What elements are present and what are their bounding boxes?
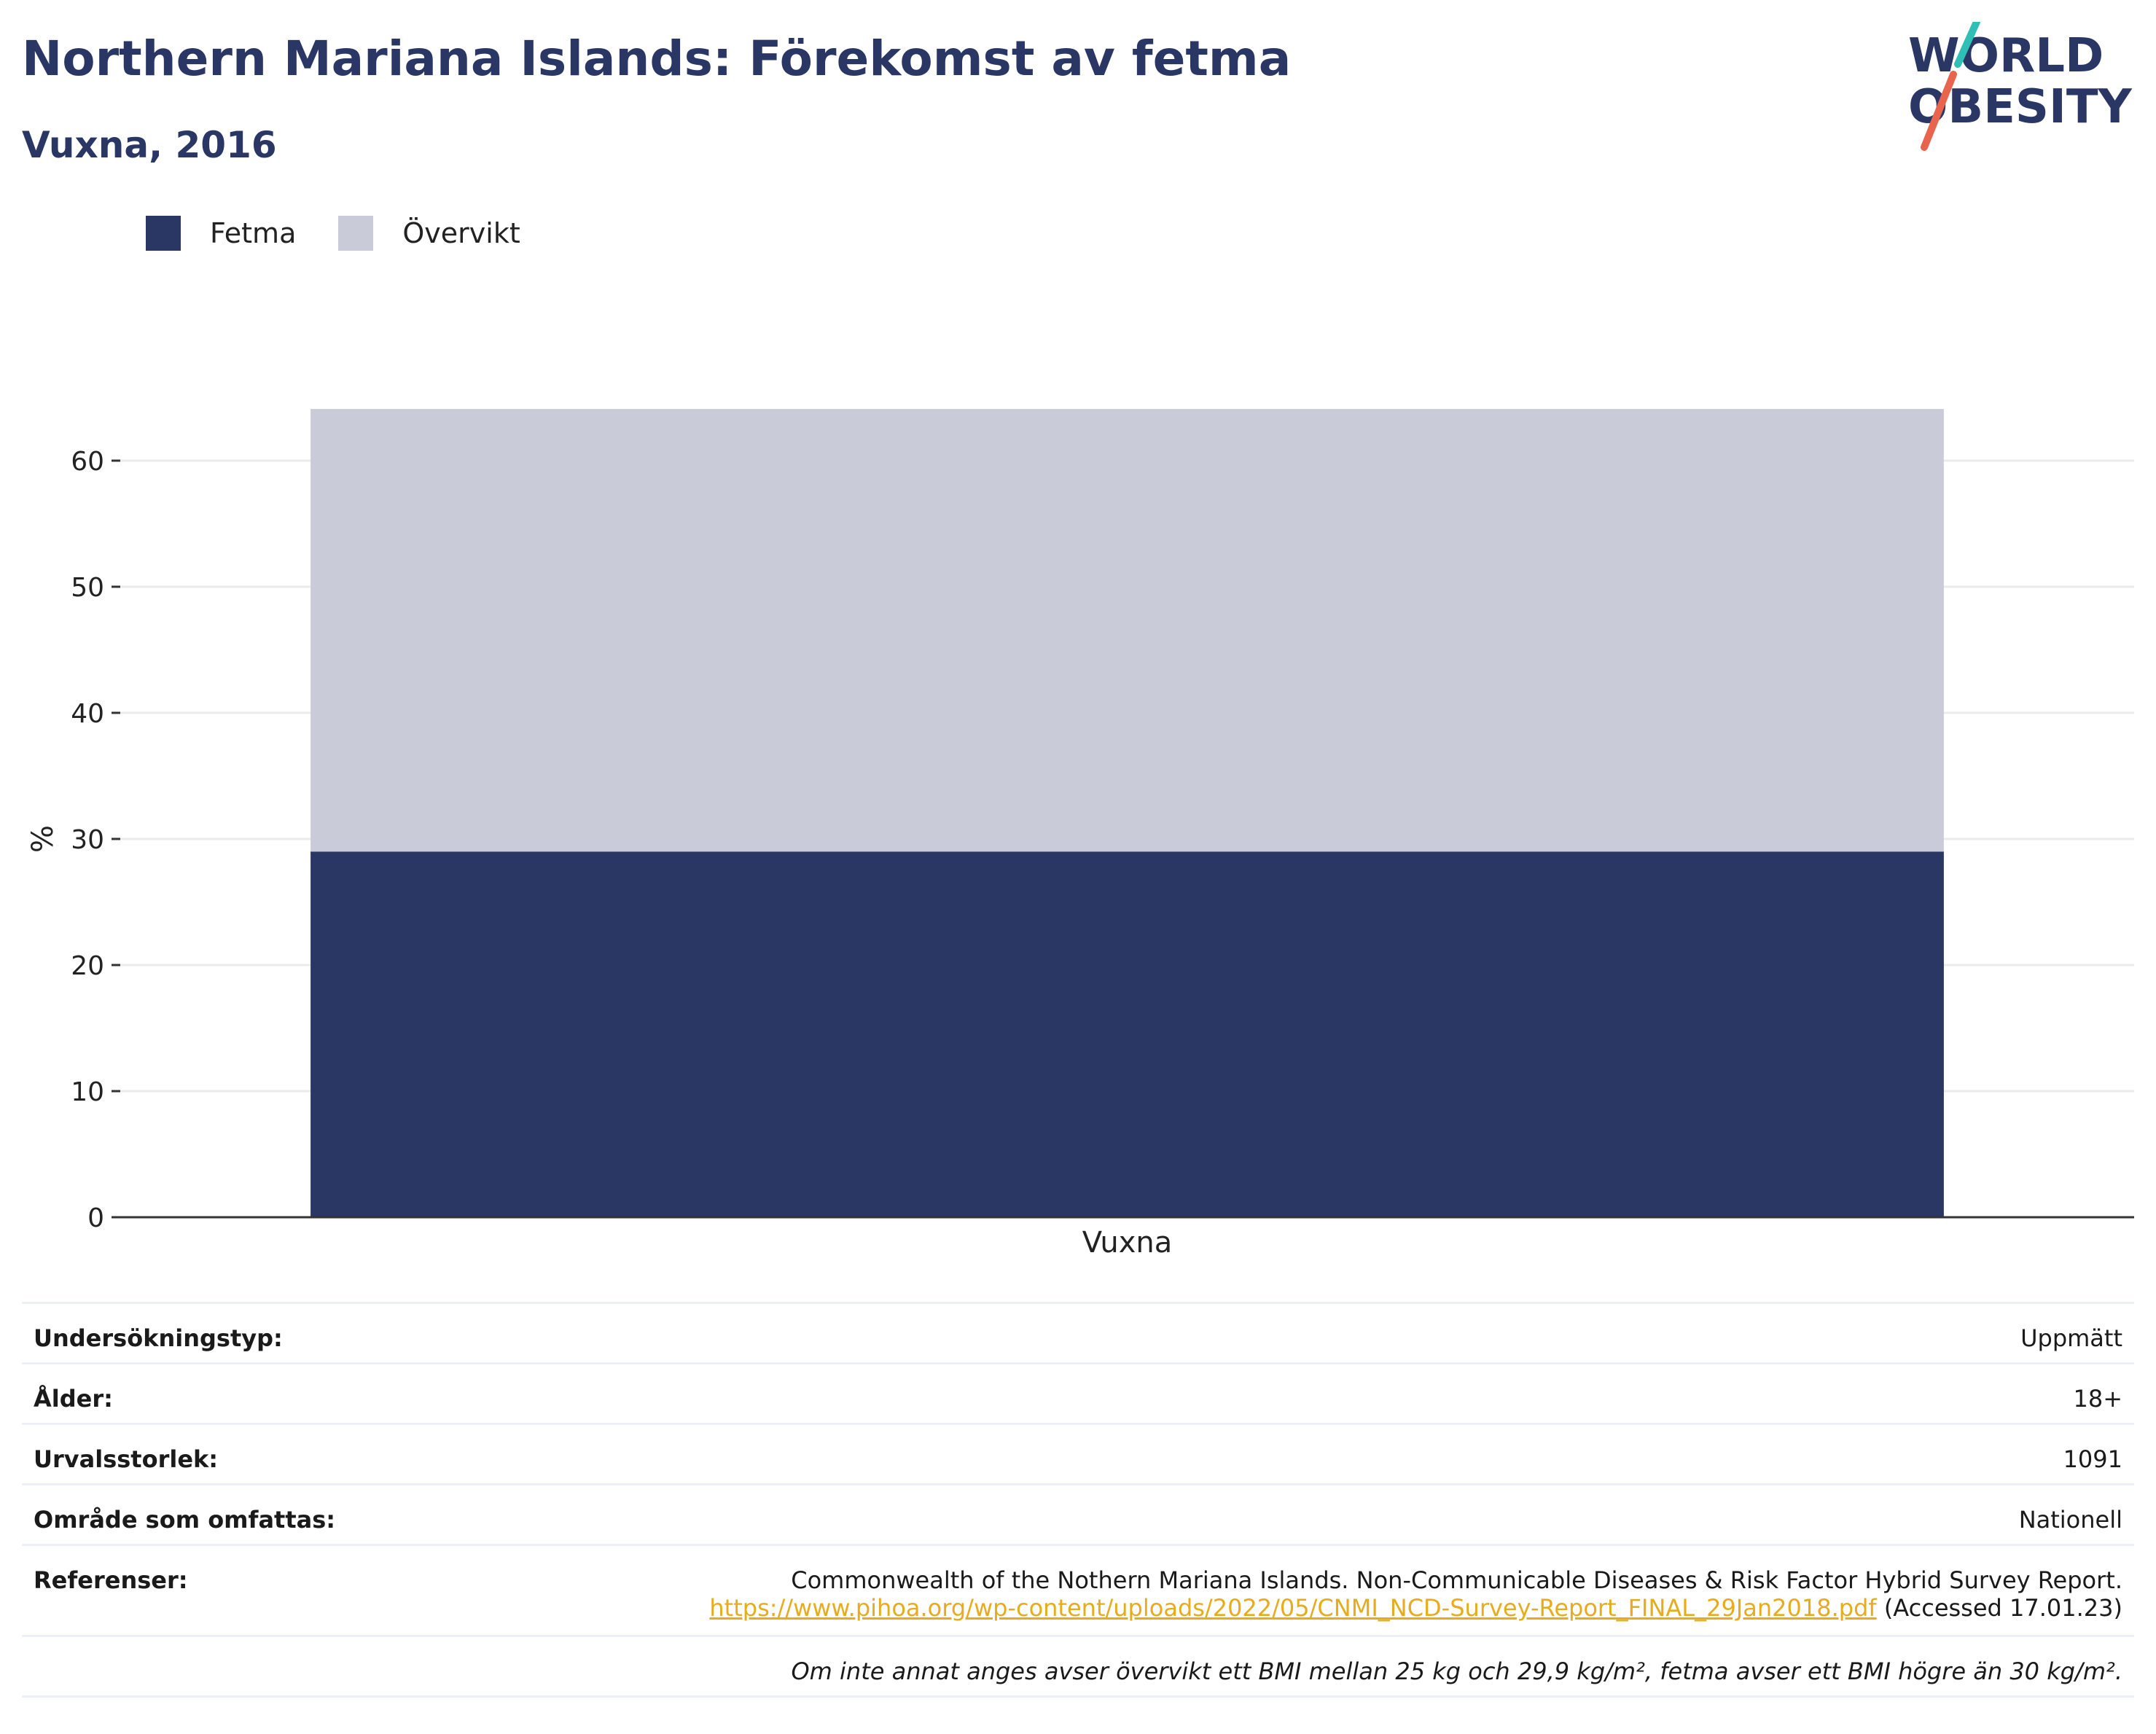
y-axis-title: % — [26, 825, 60, 853]
info-row-references: Referenser: Commonwealth of the Nothern … — [22, 1544, 2134, 1635]
page-title: Northern Mariana Islands: Förekomst av f… — [22, 31, 1292, 87]
bar-fetma — [310, 851, 1944, 1217]
legend-label-overvikt: Övervikt — [402, 217, 520, 249]
legend-item-fetma[interactable]: Fetma — [146, 216, 296, 251]
references-value: Commonwealth of the Nothern Mariana Isla… — [709, 1546, 2122, 1635]
age-label: Ålder: — [34, 1385, 113, 1413]
y-tick-label: 40 — [71, 699, 104, 729]
info-row-sample-size: Urvalsstorlek: 1091 — [22, 1423, 2134, 1483]
age-value: 18+ — [2073, 1385, 2122, 1413]
bar-overvikt — [310, 409, 1944, 852]
world-obesity-logo: WORLD OBESITY — [1908, 22, 2132, 151]
y-tick-label: 10 — [71, 1077, 104, 1107]
survey-type-label: Undersökningstyp: — [34, 1324, 283, 1352]
x-tick-label: Vuxna — [1082, 1226, 1173, 1260]
info-row-area: Område som omfattas: Nationell — [22, 1483, 2134, 1544]
bmi-note: Om inte annat anges avser övervikt ett B… — [791, 1657, 2122, 1685]
info-row-note: Om inte annat anges avser övervikt ett B… — [22, 1635, 2134, 1698]
page-subtitle: Vuxna, 2016 — [22, 124, 277, 166]
references-link[interactable]: https://www.pihoa.org/wp-content/uploads… — [709, 1594, 1877, 1622]
references-label: Referenser: — [34, 1566, 188, 1594]
y-tick-label: 20 — [71, 951, 104, 981]
sample-size-value: 1091 — [2063, 1445, 2122, 1473]
references-accessed: (Accessed 17.01.23) — [1883, 1594, 2122, 1622]
info-table: Undersökningstyp: Uppmätt Ålder: 18+ Urv… — [22, 1302, 2134, 1698]
legend-item-overvikt[interactable]: Övervikt — [338, 216, 520, 251]
info-row-age: Ålder: 18+ — [22, 1362, 2134, 1423]
bar-chart: 0 10 20 30 40 50 60 Vuxna% — [26, 409, 2134, 1260]
logo-slash-coral — [1921, 71, 1957, 151]
references-text: Commonwealth of the Nothern Mariana Isla… — [791, 1566, 2122, 1594]
logo-word-1: WORLD — [1908, 29, 2104, 83]
survey-type-value: Uppmätt — [2020, 1324, 2122, 1352]
y-tick-label: 60 — [71, 447, 104, 477]
area-value: Nationell — [2018, 1506, 2122, 1534]
sample-size-label: Urvalsstorlek: — [34, 1445, 219, 1473]
y-tick-label: 0 — [87, 1203, 104, 1233]
area-label: Område som omfattas: — [34, 1506, 336, 1534]
legend-label-fetma: Fetma — [210, 217, 297, 249]
y-tick-label: 50 — [71, 573, 104, 603]
legend-swatch-overvikt — [338, 216, 374, 251]
logo-slash-teal — [1954, 22, 1980, 68]
info-row-survey-type: Undersökningstyp: Uppmätt — [22, 1302, 2134, 1362]
legend-swatch-fetma — [146, 216, 181, 251]
y-tick-label: 30 — [71, 825, 104, 855]
chart-legend: Fetma Övervikt — [146, 216, 563, 251]
